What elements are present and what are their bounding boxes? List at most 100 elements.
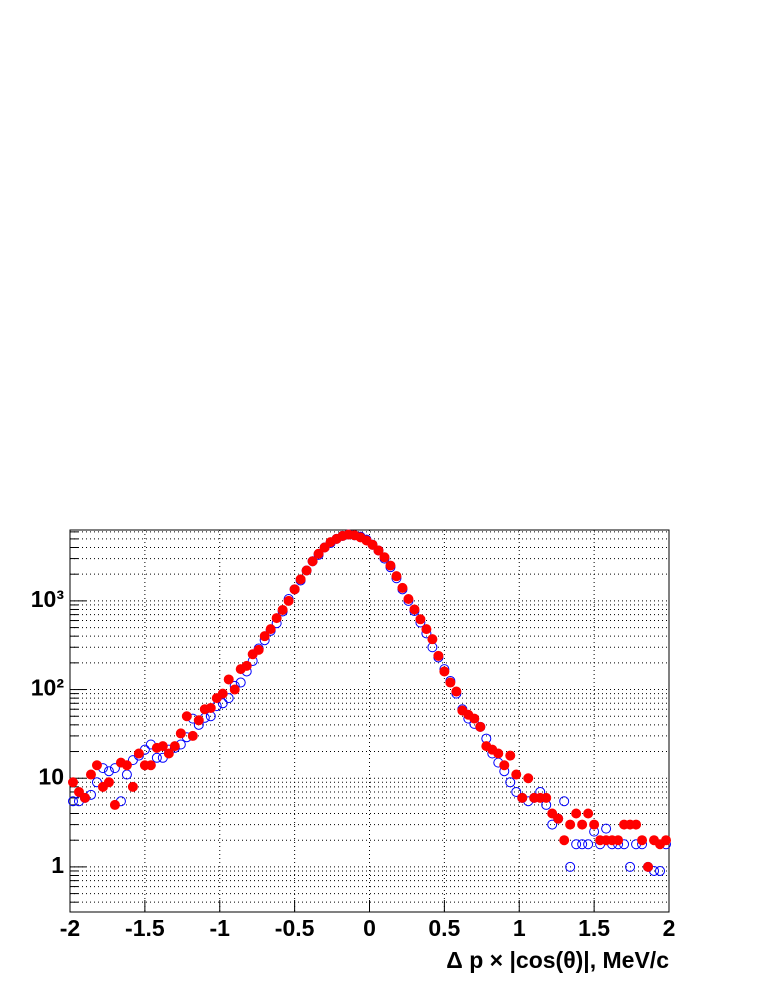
data-point [187,730,198,741]
data-point [583,808,594,819]
data-point [223,674,234,685]
data-point [367,539,378,550]
data-point [265,624,276,635]
y-tick-label: 1 [51,852,64,878]
data-point [103,766,114,777]
data-point [133,748,144,759]
data-point [103,777,114,788]
data-point [271,613,282,624]
y-tick-label: 10² [31,675,65,701]
data-point [241,660,252,671]
data-point [505,750,516,761]
x-tick-label: 0 [363,915,376,941]
data-point [127,781,138,792]
data-point [67,777,78,788]
data-point [559,835,570,846]
data-point [637,835,648,846]
data-point [493,748,504,759]
data-point [403,594,414,605]
x-tick-label: -1.5 [125,915,165,941]
y-tick-label: 10 [38,763,64,789]
data-point [499,760,510,771]
y-tick-label: 10³ [31,586,65,612]
data-point [73,786,84,797]
data-point [289,584,300,595]
data-point [79,792,90,803]
x-tick-label: 1 [513,915,526,941]
data-point [391,571,402,582]
data-point [511,786,522,797]
data-point [625,861,636,872]
data-point [517,792,528,803]
data-point [109,799,120,810]
data-point [85,769,96,780]
data-point [301,565,312,576]
plot-frame [69,529,670,913]
data-point [559,796,570,807]
data-point [283,595,294,606]
data-point [157,741,168,752]
data-point [109,763,120,774]
x-tick-label: -1 [210,915,231,941]
data-point [67,796,78,807]
data-point [313,548,324,559]
data-point [169,741,180,752]
data-point [163,748,174,759]
data-point [121,760,132,771]
data-point [145,760,156,771]
data-point [475,721,486,732]
data-point [385,560,396,571]
data-point [91,760,102,771]
data-point [217,698,228,709]
data-point [661,835,672,846]
data-point [253,644,264,655]
x-tick-label: 0.5 [428,915,460,941]
x-axis-label: Δ p × |cos(θ)|, MeV/c [446,947,669,973]
data-point [415,614,426,625]
data-point [193,715,204,726]
data-point [643,861,654,872]
data-point [601,823,612,834]
data-point [577,819,588,830]
data-point [373,545,384,556]
data-point [151,752,162,763]
data-point [259,631,270,642]
data-point [307,556,318,567]
data-point [565,819,576,830]
data-point [427,634,438,645]
data-point [205,702,216,713]
data-point [295,574,306,585]
data-point [541,792,552,803]
data-point [181,711,192,722]
data-point [571,808,582,819]
data-point [577,839,588,850]
x-tick-label: 1.5 [578,915,610,941]
x-tick-label: -0.5 [275,915,315,941]
data-point [469,713,480,724]
data-point [433,650,444,661]
data-point [547,819,558,830]
x-tick-label: -2 [60,915,80,941]
data-point [397,582,408,593]
data-point [229,684,240,695]
data-point [445,677,456,688]
data-point [451,686,462,697]
data-point [613,835,624,846]
data-point [523,773,534,784]
data-point [439,666,450,677]
data-point [511,769,522,780]
x-tick-label: 2 [663,915,676,941]
data-point [409,604,420,615]
data-point [583,839,594,850]
data-point [565,861,576,872]
data-point [379,552,390,563]
data-point [631,819,642,830]
data-point [235,677,246,688]
data-point [589,819,600,830]
data-point [277,604,288,615]
data-point [505,777,516,788]
data-point [175,728,186,739]
data-point [553,813,564,824]
